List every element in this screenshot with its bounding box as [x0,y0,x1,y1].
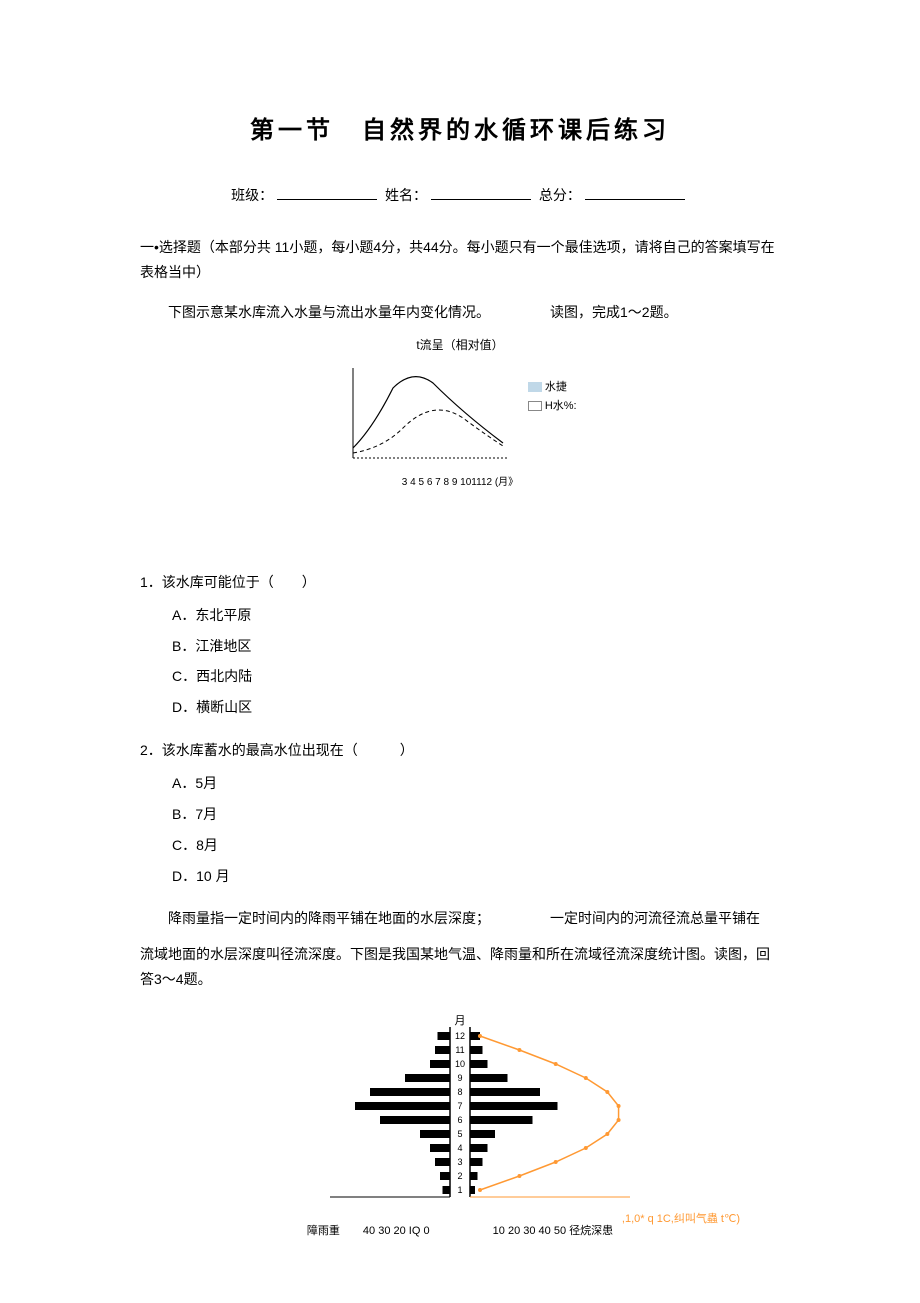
chart-1: 水捷 H水%: 3 4 5 6 7 8 9 101112 (月》 [343,358,576,488]
passage-2: 降雨量指一定时间内的降雨平铺在地面的水层深度； 一定时间内的河流径流总量平铺在 [140,906,780,931]
chart2-months: 12 11 10 9 8 7 6 5 4 3 2 1 [455,1031,465,1195]
q1-option-d[interactable]: D．横断山区 [172,692,780,723]
svg-text:6: 6 [457,1115,462,1125]
q1-option-a[interactable]: A．东北平原 [172,600,780,631]
section-intro: 一•选择题（本部分共 11小题，每小题4分，共44分。每小题只有一个最佳选项，请… [140,235,780,285]
svg-text:2: 2 [457,1171,462,1181]
svg-text:7: 7 [457,1101,462,1111]
temperature-dots [478,1034,621,1192]
q1-option-b[interactable]: B．江淮地区 [172,631,780,662]
q2-option-a[interactable]: A．5月 [172,768,780,799]
name-blank[interactable] [431,199,531,200]
legend-item-2: H水%: [528,397,577,413]
chart1-legend: 水捷 H水%: [528,378,577,416]
chart-2-container: 月 121110987654321 障雨重 40 30 20 IQ 0 10 2… [140,1012,780,1226]
svg-text:8: 8 [457,1087,462,1097]
svg-text:3: 3 [457,1157,462,1167]
chart2-right-scale: 10 20 30 40 50 径烷深患 [493,1225,613,1237]
passage-2a: 降雨量指一定时间内的降雨平铺在地面的水层深度； [168,910,490,926]
score-label: 总分： [539,187,581,203]
passage-1b: 读图，完成1〜2题。 [550,304,678,320]
q1-options: A．东北平原 B．江淮地区 C．西北内陆 D．横断山区 [172,600,780,723]
passage-1a: 下图示意某水库流入水量与流出水量年内变化情况。 [168,304,490,320]
passage-2c: 流域地面的水层深度叫径流深度。下图是我国某地气温、降雨量和所在流域径流深度统计图… [140,942,780,992]
q2-options: A．5月 B．7月 C．8月 D．10 月 [172,768,780,891]
legend-item-1: 水捷 [528,378,577,394]
chart1-svg [343,358,513,468]
chart1-caption: t流呈（相对值） [140,336,780,353]
svg-text:10: 10 [455,1059,465,1069]
page-title: 第一节 自然界的水循环课后练习 [140,110,780,145]
chart2-svg: 月 12 11 10 9 8 7 6 5 4 3 2 1 [250,1012,670,1212]
passage-1: 下图示意某水库流入水量与流出水量年内变化情况。 读图，完成1〜2题。 [140,300,780,325]
class-label: 班级： [231,187,273,203]
chart2-left-label: 障雨重 [307,1222,340,1238]
class-blank[interactable] [277,199,377,200]
legend-box-2 [528,401,542,411]
q1-option-c[interactable]: C．西北内陆 [172,661,780,692]
passage-2b: 一定时间内的河流径流总量平铺在 [550,910,760,926]
inflow-curve [353,376,503,447]
chart2-left-scale: 40 30 20 IQ 0 [363,1225,430,1237]
q1-stem: 1．该水库可能位于（ ） [140,570,780,595]
chart1-xaxis: 3 4 5 6 7 8 9 101112 (月》 [343,473,576,488]
svg-text:9: 9 [457,1073,462,1083]
chart-1-container: t流呈（相对值） 水捷 H水%: 3 4 5 6 7 8 9 101112 (月… [140,336,780,490]
q2-option-d[interactable]: D．10 月 [172,861,780,892]
temperature-curve [480,1036,619,1190]
q2-option-c[interactable]: C．8月 [172,830,780,861]
q2-option-b[interactable]: B．7月 [172,799,780,830]
outflow-curve [353,410,503,453]
q2-stem: 2．该水库蓄水的最高水位出现在（ ） [140,738,780,763]
score-blank[interactable] [585,199,685,200]
svg-text:1: 1 [457,1185,462,1195]
chart2-right-annotation: ,1,0* q 1C,纠叫气蟲 t℃) [622,1213,740,1225]
svg-text:11: 11 [455,1045,464,1055]
header-fields: 班级： 姓名： 总分： [140,185,780,205]
svg-text:12: 12 [455,1031,465,1041]
name-label: 姓名： [385,187,427,203]
svg-text:5: 5 [457,1129,462,1139]
chart2-bars-right [470,1032,558,1194]
chart2-top-label: 月 [455,1015,466,1027]
chart2-bars-left [355,1032,450,1194]
legend-box-1 [528,382,542,392]
svg-text:4: 4 [457,1143,462,1153]
